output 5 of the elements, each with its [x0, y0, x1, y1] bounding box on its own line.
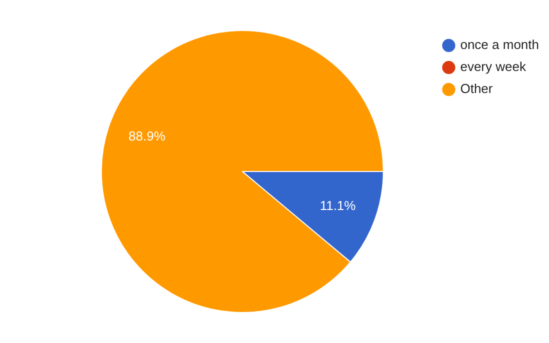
data-label: 88.9% — [128, 128, 166, 144]
data-label: 11.1% — [320, 198, 356, 213]
legend-label: Other — [460, 81, 494, 96]
legend-label: once a month — [460, 37, 540, 52]
legend-label: every week — [460, 59, 526, 74]
